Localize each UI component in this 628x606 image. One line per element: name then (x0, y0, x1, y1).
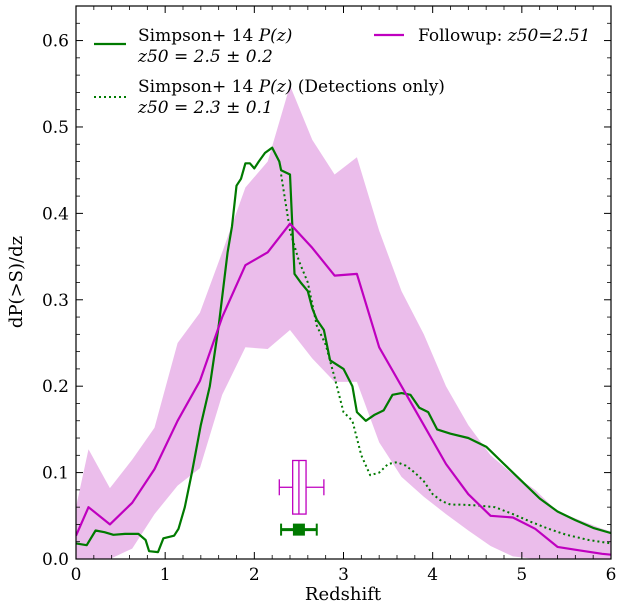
legend-label-followup: Followup: z50=2.51 (418, 26, 590, 46)
legend: Simpson+ 14 P(z) z50 = 2.5 ± 0.2 Simpson… (94, 26, 590, 118)
followup-uncertainty-band (76, 85, 611, 559)
y-tick-label: 0.0 (42, 550, 69, 570)
legend-label-simpson-detections-z50: z50 = 2.3 ± 0.1 (137, 98, 273, 118)
y-tick-label: 0.6 (42, 32, 69, 52)
x-tick-label: 6 (606, 565, 617, 585)
errorbar-marker (292, 523, 305, 536)
y-tick-label: 0.1 (42, 464, 69, 484)
x-tick-label: 5 (516, 565, 527, 585)
x-axis-label: Redshift (305, 584, 382, 605)
y-tick-label: 0.5 (42, 118, 69, 138)
legend-label-simpson-z50: z50 = 2.5 ± 0.2 (137, 47, 273, 67)
y-tick-label: 0.4 (42, 204, 69, 224)
series-line-simpson-detections (280, 174, 611, 545)
y-tick-label: 0.2 (42, 377, 69, 397)
x-tick-label: 3 (338, 565, 349, 585)
y-axis-label: dP(>S)/dz (6, 236, 27, 328)
axis-ticks: 0 1 2 3 4 5 6 0.0 0.1 0.2 0.3 0.4 0.5 0.6 (42, 5, 617, 585)
legend-label-simpson-detections: Simpson+ 14 P(z) (Detections only) (138, 77, 445, 97)
x-tick-label: 0 (71, 565, 82, 585)
series-line-simpson (76, 146, 611, 554)
followup-boxplot (278, 459, 325, 515)
simpson-errorbar (280, 523, 318, 536)
series-line-followup (76, 222, 611, 556)
x-tick-label: 4 (427, 565, 438, 585)
x-tick-label: 1 (160, 565, 171, 585)
y-tick-label: 0.3 (42, 291, 69, 311)
x-tick-label: 2 (249, 565, 260, 585)
legend-label-simpson: Simpson+ 14 P(z) (138, 26, 292, 46)
